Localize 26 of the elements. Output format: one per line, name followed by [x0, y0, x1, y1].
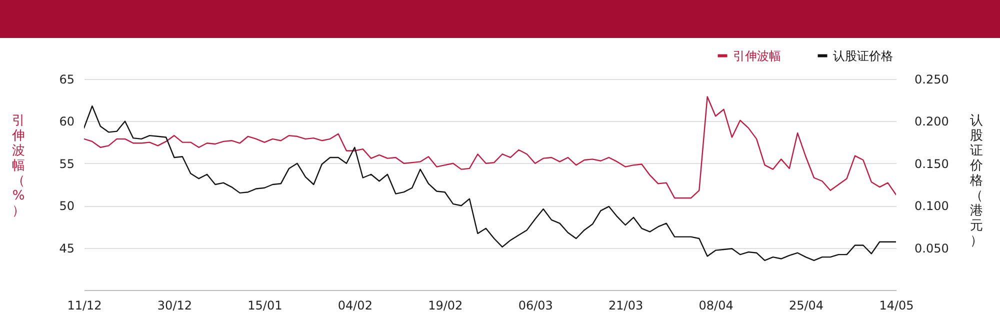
y-tick-label: 65: [59, 72, 74, 86]
x-tick-label: 30/12: [157, 298, 192, 312]
line-series: [84, 105, 896, 262]
x-tick-label: 08/04: [698, 298, 734, 312]
x-tick-label: 11/12: [67, 298, 102, 312]
x-tick-label: 15/01: [248, 298, 282, 312]
line-series: [84, 96, 896, 199]
y2-tick-label: 0.200: [914, 114, 949, 129]
x-tick-label: 25/04: [788, 298, 824, 312]
legend-label: 认股证价格: [833, 48, 893, 63]
y2-tick-label: 0.150: [914, 156, 949, 171]
y-axis-title: 引伸波幅（%）: [11, 114, 25, 218]
y-tick-label: 60: [59, 114, 74, 129]
y2-tick-label: 0.100: [914, 199, 949, 214]
y2-tick-label: 0.250: [914, 72, 949, 86]
x-tick-label: 14/05: [879, 298, 914, 312]
text: 认股证价格（港元）: [970, 114, 983, 248]
y-tick-label: 50: [59, 199, 74, 214]
x-tick-label: 04/02: [338, 298, 372, 312]
x-tick-label: 06/03: [518, 298, 553, 312]
y2-tick-label: 0.050: [914, 241, 949, 256]
x-tick-label: 21/03: [608, 298, 644, 312]
x-tick-label: 19/02: [428, 298, 463, 312]
legend-label: 引伸波幅: [733, 48, 781, 63]
y-tick-label: 45: [59, 241, 74, 256]
y-tick-label: 55: [59, 156, 74, 171]
